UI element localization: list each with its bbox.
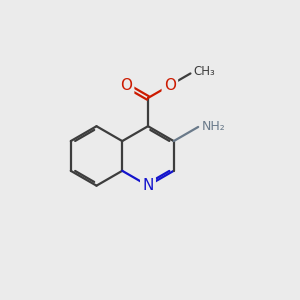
- Text: O: O: [164, 78, 176, 93]
- Text: CH₃: CH₃: [194, 64, 215, 78]
- Text: NH₂: NH₂: [202, 120, 226, 133]
- Text: O: O: [120, 78, 132, 93]
- Text: N: N: [142, 178, 154, 193]
